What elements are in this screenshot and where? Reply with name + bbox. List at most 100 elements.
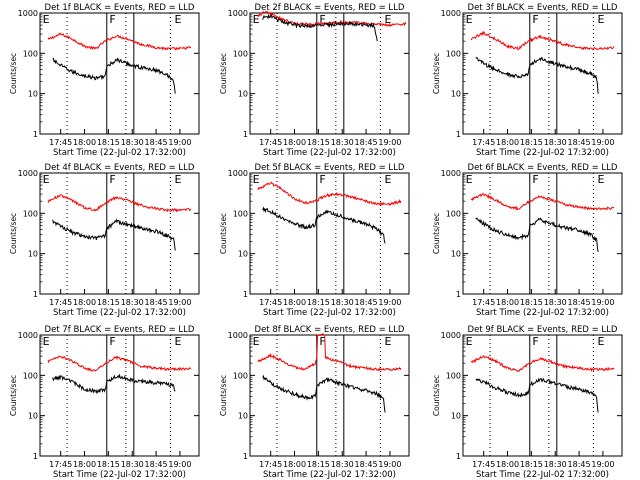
x-tick-label: 19:00 [168, 138, 191, 147]
y-tick-label: 1000 [441, 331, 461, 340]
y-axis-label: Counts/sec [9, 213, 18, 254]
x-tick-label: 17:45 [472, 460, 495, 469]
x-axis-label: Start Time (22-Jul-02 17:32:00) [476, 148, 609, 158]
y-tick-label: 1 [33, 130, 38, 139]
y-tick-label: 1000 [228, 331, 248, 340]
x-axis-label: Start Time (22-Jul-02 17:32:00) [263, 470, 396, 480]
events-series-line [262, 14, 378, 42]
chart-title: Det 5f BLACK = Events, RED = LLD [255, 163, 405, 173]
plot-frame [462, 12, 623, 135]
lld-series-line [470, 192, 615, 211]
x-tick-label: 17:45 [472, 298, 495, 307]
y-tick-label: 1 [243, 452, 248, 461]
x-tick-label: 17:45 [259, 298, 282, 307]
y-tick-label: 10 [238, 250, 248, 259]
x-tick-label: 18:15 [520, 460, 543, 469]
event-marker-label: E [253, 173, 260, 186]
y-tick-label: 1000 [18, 9, 38, 18]
events-series-line [52, 57, 176, 94]
x-tick-label: 18:00 [496, 460, 519, 469]
y-tick-label: 1 [33, 452, 38, 461]
x-tick-label: 18:30 [544, 298, 567, 307]
chart-title: Det 2f BLACK = Events, RED = LLD [255, 3, 405, 13]
lld-series-line [47, 194, 192, 213]
plot-frame [39, 334, 200, 457]
event-marker-label: E [598, 335, 605, 348]
y-tick-label: 10 [238, 412, 248, 421]
y-axis-label: Counts/sec [9, 53, 18, 94]
x-tick-label: 18:30 [331, 460, 354, 469]
plot-frame [39, 12, 200, 135]
plot-frame [462, 334, 623, 457]
y-axis-label: Counts/sec [219, 375, 228, 416]
y-tick-label: 1000 [18, 169, 38, 178]
event-marker-label: E [598, 173, 605, 186]
y-tick-label: 100 [233, 209, 248, 218]
y-tick-label: 10 [238, 90, 248, 99]
plot-frame [249, 12, 410, 135]
y-tick-label: 1 [33, 290, 38, 299]
x-tick-label: 18:45 [355, 460, 378, 469]
events-series-line [475, 217, 599, 253]
x-tick-label: 19:00 [378, 298, 401, 307]
events-series-line [262, 374, 386, 413]
x-tick-label: 18:45 [145, 138, 168, 147]
x-tick-label: 18:15 [520, 138, 543, 147]
x-tick-label: 19:00 [591, 138, 614, 147]
y-tick-label: 100 [446, 49, 461, 58]
y-tick-label: 1000 [441, 169, 461, 178]
y-tick-label: 10 [28, 412, 38, 421]
chart-title: Det 9f BLACK = Events, RED = LLD [468, 325, 618, 335]
x-tick-label: 18:30 [121, 298, 144, 307]
y-tick-label: 10 [451, 412, 461, 421]
chart-title: Det 4f BLACK = Events, RED = LLD [45, 163, 195, 173]
event-marker-label: E [598, 13, 605, 26]
x-tick-label: 18:15 [97, 138, 120, 147]
y-tick-label: 10 [28, 90, 38, 99]
y-tick-label: 100 [446, 371, 461, 380]
x-axis-label: Start Time (22-Jul-02 17:32:00) [263, 308, 396, 318]
x-tick-label: 18:45 [145, 460, 168, 469]
x-tick-label: 18:30 [331, 138, 354, 147]
y-axis-label: Counts/sec [9, 375, 18, 416]
events-series-line [52, 373, 176, 395]
x-tick-label: 18:00 [73, 138, 96, 147]
x-axis-label: Start Time (22-Jul-02 17:32:00) [476, 308, 609, 318]
event-marker-label: F [532, 13, 538, 26]
x-tick-label: 19:00 [378, 138, 401, 147]
x-tick-label: 17:45 [49, 138, 72, 147]
x-axis-label: Start Time (22-Jul-02 17:32:00) [476, 470, 609, 480]
x-tick-label: 18:00 [496, 138, 519, 147]
x-tick-label: 18:30 [121, 138, 144, 147]
y-tick-label: 1000 [228, 169, 248, 178]
x-tick-label: 18:15 [307, 138, 330, 147]
x-tick-label: 18:00 [283, 460, 306, 469]
x-tick-label: 17:45 [259, 138, 282, 147]
x-tick-label: 18:00 [496, 298, 519, 307]
y-axis-label: Counts/sec [219, 213, 228, 254]
plot-frame [249, 334, 410, 457]
event-marker-label: E [466, 13, 473, 26]
event-marker-label: E [175, 335, 182, 348]
chart-title: Det 7f BLACK = Events, RED = LLD [45, 325, 195, 335]
y-axis-label: Counts/sec [432, 53, 441, 94]
x-axis-label: Start Time (22-Jul-02 17:32:00) [263, 148, 396, 158]
events-series-line [475, 56, 599, 94]
lld-series-line [257, 333, 402, 372]
x-tick-label: 18:00 [283, 298, 306, 307]
chart-title: Det 1f BLACK = Events, RED = LLD [45, 3, 195, 13]
events-series-line [52, 218, 176, 251]
y-tick-label: 100 [23, 371, 38, 380]
event-marker-label: F [532, 173, 538, 186]
event-marker-label: E [466, 335, 473, 348]
x-tick-label: 19:00 [378, 460, 401, 469]
event-marker-label: E [466, 173, 473, 186]
x-tick-label: 18:30 [544, 138, 567, 147]
